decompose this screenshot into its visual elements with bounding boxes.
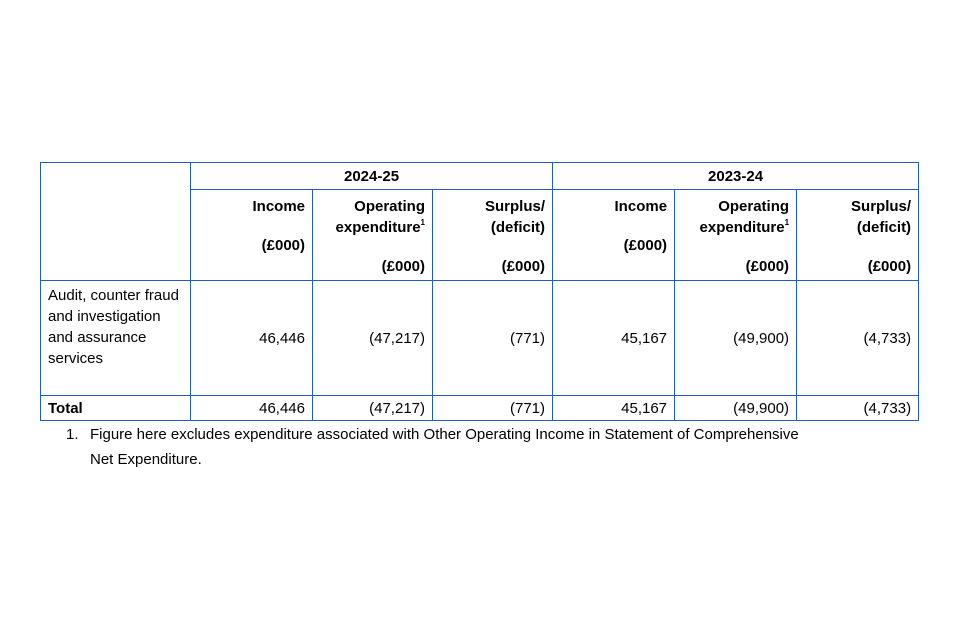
total-row: Total 46,446 (47,217) (771) 45,167 (49,9… [40,395,920,421]
col-label-income: Income [614,198,668,215]
col-label-income: Income [252,198,305,215]
col-label-surplus-line1: Surplus/ [485,198,546,215]
col-label-opex-line2-wrap: expenditure1 [682,217,789,238]
total-income: 45,167 [552,395,676,421]
cell-income: 45,167 [552,280,676,396]
col-unit: (£000) [261,237,305,254]
col-label-opex-line1: Operating [718,198,790,215]
footnote: 1. Figure here excludes expenditure asso… [66,422,826,472]
col-unit: (£000) [623,237,668,254]
col-header-income: Income (£000) [552,189,676,281]
total-income: 46,446 [190,395,313,421]
footnote-number: 1. [66,426,79,443]
row-label: Audit, counter fraud and investigation a… [40,280,191,396]
financial-summary-table: 2024-25 2023-24 Income (£000) Operating … [40,162,920,421]
year-header-current: 2024-25 [189,162,554,190]
col-header-surplus-deficit: Surplus/ (deficit) (£000) [431,189,554,281]
col-header-income: Income (£000) [190,189,313,281]
footnote-text: Figure here excludes expenditure associa… [90,426,799,468]
total-operating-expenditure: (49,900) [674,395,798,421]
col-label-opex-line2: expenditure [699,219,785,236]
total-surplus-deficit: (771) [431,395,554,421]
footnote-marker: 1 [784,218,790,227]
col-header-operating-expenditure: Operating expenditure1 (£000) [312,189,433,281]
col-unit: (£000) [501,258,546,275]
col-label-surplus-line1: Surplus/ [851,198,912,215]
total-surplus-deficit: (4,733) [796,395,920,421]
col-header-operating-expenditure: Operating expenditure1 (£000) [674,189,798,281]
cell-surplus-deficit: (4,733) [796,280,920,396]
footnote-marker: 1 [420,218,425,227]
col-label-opex-line2-wrap: expenditure1 [320,217,425,238]
table-row: Audit, counter fraud and investigation a… [40,280,920,396]
col-unit: (£000) [745,258,790,275]
total-label: Total [40,395,191,421]
col-label-opex-line2: expenditure [335,219,421,236]
cell-operating-expenditure: (47,217) [312,280,433,396]
total-operating-expenditure: (47,217) [312,395,433,421]
cell-surplus-deficit: (771) [431,280,554,396]
year-header-row: 2024-25 2023-24 [40,162,920,281]
year-header-prior: 2023-24 [552,162,920,190]
col-label-surplus-line2: (deficit) [856,219,912,236]
col-unit: (£000) [381,258,425,275]
empty-corner-cell [40,162,191,281]
cell-income: 46,446 [190,280,313,396]
cell-operating-expenditure: (49,900) [674,280,798,396]
column-header-row: Income (£000) Operating expenditure1 (£0… [41,189,920,281]
col-label-opex-line1: Operating [354,198,425,215]
col-header-surplus-deficit: Surplus/ (deficit) (£000) [796,189,920,281]
col-label-surplus-line2: (deficit) [490,219,546,236]
col-unit: (£000) [867,258,912,275]
